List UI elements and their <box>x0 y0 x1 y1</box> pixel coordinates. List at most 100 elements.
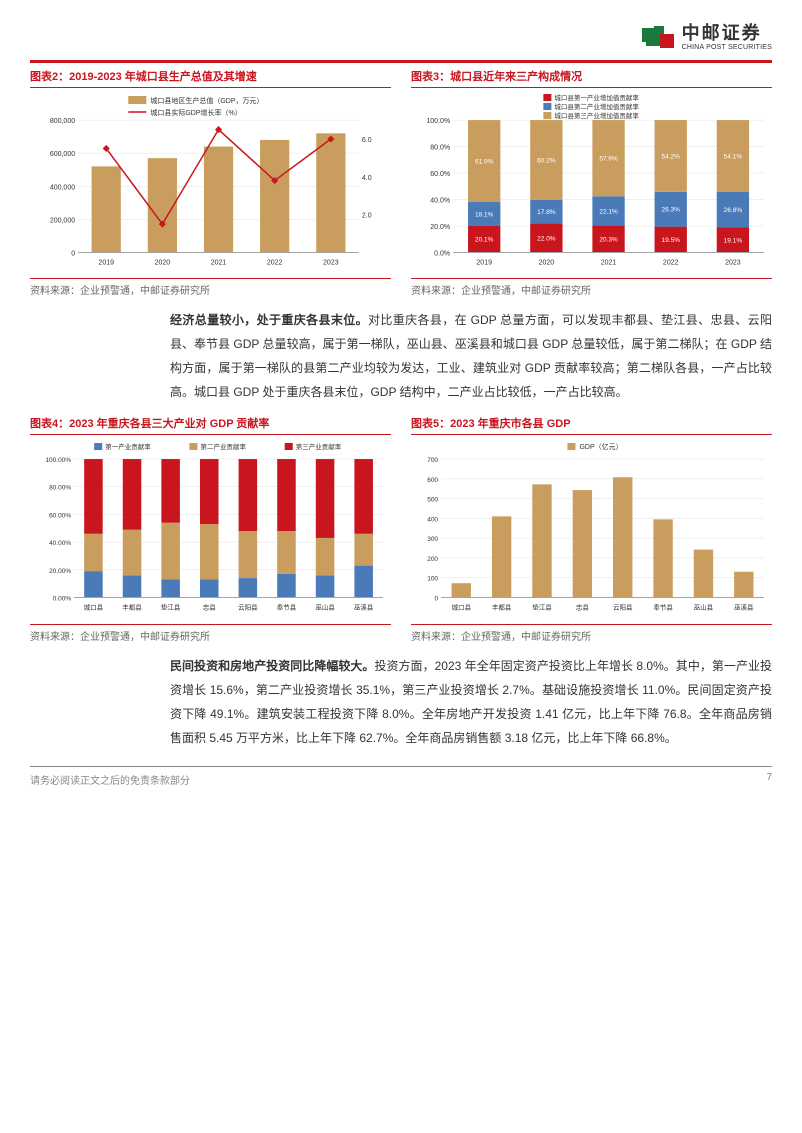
svg-text:奉节县: 奉节县 <box>277 602 297 611</box>
svg-text:57.6%: 57.6% <box>599 156 618 163</box>
svg-text:城口县地区生产总值（GDP，万元）: 城口县地区生产总值（GDP，万元） <box>150 96 263 105</box>
svg-text:城口县第二产业增加值贡献率: 城口县第二产业增加值贡献率 <box>554 102 639 111</box>
svg-text:丰都县: 丰都县 <box>122 602 142 611</box>
svg-text:18.1%: 18.1% <box>475 211 494 218</box>
svg-text:丰都县: 丰都县 <box>492 602 512 611</box>
svg-text:19.5%: 19.5% <box>662 237 681 244</box>
svg-text:巫溪县: 巫溪县 <box>354 602 374 611</box>
svg-text:0: 0 <box>434 595 438 602</box>
brand-logo: 中邮证券 CHINA POST SECURITIES <box>640 20 772 56</box>
svg-text:第二产业贡献率: 第二产业贡献率 <box>200 442 246 451</box>
svg-text:80.0%: 80.0% <box>430 145 450 152</box>
svg-text:2021: 2021 <box>211 259 227 266</box>
chart4: 第一产业贡献率 第二产业贡献率 第三产业贡献率 0.00% 20.00% 40.00% 60… <box>30 439 391 620</box>
footer-page: 7 <box>766 772 772 787</box>
svg-text:40.00%: 40.00% <box>49 540 71 547</box>
svg-text:第三产业贡献率: 第三产业贡献率 <box>296 442 342 451</box>
svg-text:60.2%: 60.2% <box>537 157 556 164</box>
svg-text:54.2%: 54.2% <box>662 153 681 160</box>
svg-text:400,000: 400,000 <box>50 184 75 191</box>
chart5-title: 图表5：2023 年重庆市各县 GDP <box>411 412 772 435</box>
svg-text:22.0%: 22.0% <box>537 235 556 242</box>
svg-text:100: 100 <box>427 575 438 582</box>
svg-text:20.3%: 20.3% <box>599 237 618 244</box>
svg-text:0.00%: 0.00% <box>53 595 72 602</box>
svg-text:200,000: 200,000 <box>50 217 75 224</box>
svg-text:200: 200 <box>427 555 438 562</box>
svg-text:城口县: 城口县 <box>84 603 104 611</box>
svg-text:61.9%: 61.9% <box>475 159 494 166</box>
svg-text:巫山县: 巫山县 <box>315 602 335 611</box>
svg-text:2021: 2021 <box>601 259 617 266</box>
svg-text:0.0%: 0.0% <box>434 250 450 257</box>
svg-text:100.00%: 100.00% <box>45 457 71 464</box>
svg-text:54.1%: 54.1% <box>724 153 743 160</box>
svg-text:2023: 2023 <box>725 259 741 266</box>
svg-text:2.0: 2.0 <box>362 213 372 220</box>
svg-text:城口县第三产业增加值贡献率: 城口县第三产业增加值贡献率 <box>554 111 639 120</box>
para2-bold: 民间投资和房地产投资同比降幅较大。 <box>170 659 374 673</box>
svg-text:80.00%: 80.00% <box>49 484 71 491</box>
svg-text:2019: 2019 <box>476 259 492 266</box>
svg-text:800,000: 800,000 <box>50 118 75 125</box>
chart4-title: 图表4：2023 年重庆各县三大产业对 GDP 贡献率 <box>30 412 391 435</box>
chart2-title: 图表2：2019-2023 年城口县生产总值及其增速 <box>30 65 391 88</box>
para1-bold: 经济总量较小，处于重庆各县末位。 <box>170 313 368 327</box>
logo-icon <box>640 20 676 56</box>
chart3-source: 资料来源：企业预警通，中邮证券研究所 <box>411 278 772 300</box>
svg-text:0: 0 <box>71 250 75 257</box>
svg-text:20.0%: 20.0% <box>430 224 450 231</box>
header: 中邮证券 CHINA POST SECURITIES <box>30 20 772 56</box>
svg-text:22.1%: 22.1% <box>599 208 618 215</box>
svg-text:17.8%: 17.8% <box>537 209 556 216</box>
svg-text:2022: 2022 <box>267 259 283 266</box>
svg-text:300: 300 <box>427 536 438 543</box>
svg-text:忠县: 忠县 <box>576 603 590 611</box>
svg-text:巫溪县: 巫溪县 <box>734 602 754 611</box>
svg-text:19.1%: 19.1% <box>724 237 743 244</box>
svg-text:2023: 2023 <box>323 259 339 266</box>
charts-row-2: 图表4：2023 年重庆各县三大产业对 GDP 贡献率 第一产业贡献率 第二产业贡… <box>30 412 772 647</box>
chart5-source: 资料来源：企业预警通，中邮证券研究所 <box>411 624 772 646</box>
svg-text:6.0: 6.0 <box>362 137 372 144</box>
svg-text:700: 700 <box>427 457 438 464</box>
footer-disclaimer: 请务必阅读正文之后的免责条款部分 <box>30 772 190 787</box>
svg-text:GDP（亿元）: GDP（亿元） <box>579 442 622 451</box>
chart5: GDP（亿元）0100200300400500600700城口县丰都县垫江县忠县… <box>411 439 772 620</box>
paragraph-1: 经济总量较小，处于重庆各县末位。对比重庆各县，在 GDP 总量方面，可以发现丰都… <box>30 300 772 412</box>
chart2-source: 资料来源：企业预警通，中邮证券研究所 <box>30 278 391 300</box>
svg-text:60.0%: 60.0% <box>430 171 450 178</box>
svg-text:600,000: 600,000 <box>50 151 75 158</box>
svg-text:2022: 2022 <box>663 259 679 266</box>
chart4-source: 资料来源：企业预警通，中邮证券研究所 <box>30 624 391 646</box>
svg-text:2020: 2020 <box>539 259 555 266</box>
svg-text:500: 500 <box>427 496 438 503</box>
svg-text:云阳县: 云阳县 <box>613 602 633 611</box>
svg-text:100.0%: 100.0% <box>426 118 450 125</box>
brand-name-en: CHINA POST SECURITIES <box>682 44 772 52</box>
brand-name-cn: 中邮证券 <box>682 24 772 44</box>
svg-text:26.8%: 26.8% <box>724 207 743 214</box>
charts-row-1: 图表2：2019-2023 年城口县生产总值及其增速 城口县地区生产总值（GDP… <box>30 65 772 300</box>
svg-text:奉节县: 奉节县 <box>653 602 673 611</box>
svg-text:巫山县: 巫山县 <box>694 602 714 611</box>
svg-text:26.3%: 26.3% <box>662 207 681 214</box>
svg-text:第一产业贡献率: 第一产业贡献率 <box>105 442 151 451</box>
chart2: 城口县地区生产总值（GDP，万元） 城口县实际GDP增长率（%） 0 200,000 4… <box>30 92 391 273</box>
svg-text:垫江县: 垫江县 <box>161 602 181 611</box>
svg-text:20.1%: 20.1% <box>475 237 494 244</box>
svg-text:40.0%: 40.0% <box>430 198 450 205</box>
svg-text:忠县: 忠县 <box>203 603 217 611</box>
svg-text:垫江县: 垫江县 <box>532 602 552 611</box>
header-divider <box>30 60 772 63</box>
svg-text:城口县实际GDP增长率（%）: 城口县实际GDP增长率（%） <box>150 108 241 117</box>
svg-text:城口县第一产业增加值贡献率: 城口县第一产业增加值贡献率 <box>554 93 639 102</box>
svg-text:60.00%: 60.00% <box>49 512 71 519</box>
paragraph-2: 民间投资和房地产投资同比降幅较大。投资方面，2023 年全年固定资产投资比上年增… <box>30 646 772 758</box>
footer: 请务必阅读正文之后的免责条款部分 7 <box>30 766 772 787</box>
svg-text:20.00%: 20.00% <box>49 567 71 574</box>
chart3-title: 图表3：城口县近年来三产构成情况 <box>411 65 772 88</box>
svg-text:600: 600 <box>427 476 438 483</box>
svg-text:城口县: 城口县 <box>452 603 472 611</box>
svg-text:2019: 2019 <box>98 259 114 266</box>
